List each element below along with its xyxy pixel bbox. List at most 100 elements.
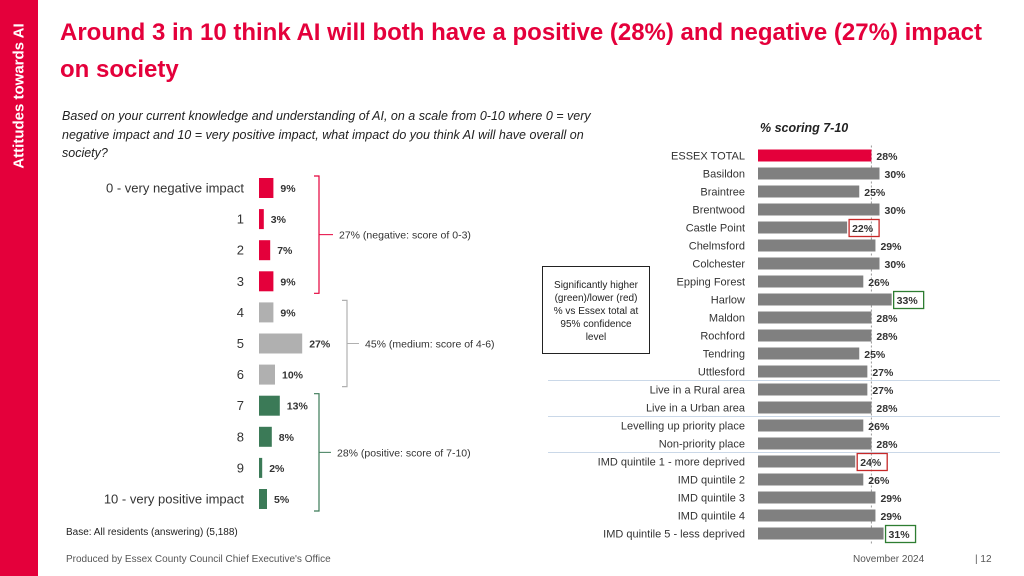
subgroup-bar	[758, 257, 880, 270]
footer-page-number: | 12	[975, 554, 992, 565]
subgroup-value-label: 29%	[880, 511, 902, 523]
score-value-label: 8%	[279, 432, 295, 444]
score-label: 9	[237, 460, 244, 475]
subgroup-label: Rochford	[700, 331, 745, 343]
score-bar	[259, 457, 263, 478]
score-value-label: 9%	[280, 307, 296, 319]
score-value-label: 13%	[287, 401, 309, 413]
score-bar	[259, 489, 267, 509]
subgroup-value-label: 27%	[872, 367, 894, 379]
subgroup-value-label: 30%	[885, 169, 907, 181]
group-label: 27% (negative: score of 0-3)	[339, 230, 471, 242]
subgroup-bar	[758, 401, 872, 414]
score-value-label: 2%	[269, 463, 285, 475]
group-label: 28% (positive: score of 7-10)	[337, 447, 471, 459]
subgroup-bar	[758, 437, 872, 450]
subgroup-bar	[758, 329, 872, 342]
subgroup-label: Brentwood	[692, 205, 745, 217]
subgroup-label: IMD quintile 4	[678, 511, 745, 523]
score-value-label: 10%	[282, 370, 304, 382]
score-label: 8	[237, 429, 244, 444]
score-label: 0 - very negative impact	[106, 181, 244, 196]
subgroup-value-label: 25%	[864, 187, 886, 199]
significance-box	[884, 524, 917, 544]
subgroup-bar	[758, 491, 876, 504]
score-bar	[259, 209, 264, 230]
score-value-label: 3%	[271, 214, 287, 226]
subgroup-label: Colchester	[692, 259, 745, 271]
subgroup-bar	[758, 383, 868, 396]
score-bar	[259, 302, 274, 323]
subgroup-label: Braintree	[700, 187, 745, 199]
footer-producer: Produced by Essex County Council Chief E…	[66, 554, 331, 565]
score-value-label: 9%	[280, 276, 296, 288]
subgroup-value-label: 31%	[889, 529, 911, 541]
score-label: 4	[237, 305, 244, 320]
base-note: Base: All residents (answering) (5,188)	[66, 527, 238, 538]
score-label: 6	[237, 367, 244, 382]
subgroup-value-label: 26%	[868, 277, 890, 289]
subgroup-bar	[758, 419, 864, 432]
score-bar	[259, 178, 274, 198]
subgroup-bar	[758, 365, 868, 378]
subgroup-label: IMD quintile 3	[678, 493, 745, 505]
subgroup-label: ESSEX TOTAL	[671, 151, 745, 163]
subgroup-label: IMD quintile 5 - less deprived	[603, 529, 745, 541]
score-bar	[259, 426, 272, 447]
subgroup-bar	[758, 455, 856, 468]
subgroup-bar	[758, 509, 876, 522]
score-label: 2	[237, 243, 244, 258]
footer-date: November 2024	[853, 554, 925, 565]
subgroup-label: Chelmsford	[689, 241, 745, 253]
subgroup-value-label: 26%	[868, 421, 890, 433]
subgroup-value-label: 30%	[885, 205, 907, 217]
right-chart-header: % scoring 7-10	[760, 121, 849, 135]
score-bar	[259, 333, 303, 354]
subgroup-bar	[758, 239, 876, 252]
score-value-label: 5%	[274, 494, 290, 506]
subgroup-bar	[758, 275, 864, 288]
score-value-label: 27%	[309, 339, 331, 351]
subgroup-bar	[758, 149, 872, 162]
subgroup-value-label: 24%	[860, 457, 882, 469]
subgroup-bar	[758, 527, 884, 540]
subgroup-value-label: 29%	[880, 241, 902, 253]
subgroup-value-label: 22%	[852, 223, 874, 235]
page-title: Around 3 in 10 think AI will both have a…	[60, 19, 982, 83]
subgroup-value-label: 30%	[885, 259, 907, 271]
score-bar	[259, 395, 280, 416]
subgroup-label: Live in a Rural area	[650, 385, 746, 397]
significance-box	[856, 452, 888, 472]
score-bar	[259, 364, 275, 385]
subgroup-bar	[758, 167, 880, 180]
score-value-label: 7%	[277, 245, 293, 257]
subgroup-value-label: 28%	[876, 403, 898, 415]
subgroup-label: Levelling up priority place	[621, 421, 745, 433]
subgroup-value-label: 27%	[872, 385, 894, 397]
score-value-label: 9%	[280, 183, 296, 195]
subgroup-label: Tendring	[703, 349, 745, 361]
subgroup-bar	[758, 311, 872, 324]
subgroup-bar	[758, 293, 892, 306]
subgroup-value-label: 33%	[897, 295, 919, 307]
subgroup-value-label: 26%	[868, 475, 890, 487]
subgroup-bar	[758, 203, 880, 216]
subgroup-bar	[758, 473, 864, 486]
sidebar-band: Attitudes towards AI	[0, 0, 38, 576]
subgroup-label: Epping Forest	[677, 277, 745, 289]
subgroup-label: Live in a Urban area	[646, 403, 746, 415]
subgroup-value-label: 25%	[864, 349, 886, 361]
subgroup-label: Non-priority place	[659, 439, 745, 451]
subgroup-value-label: 28%	[876, 313, 898, 325]
score-label: 1	[237, 212, 244, 227]
group-label: 45% (medium: score of 4-6)	[365, 339, 495, 351]
subgroup-label: Harlow	[711, 295, 745, 307]
score-label: 5	[237, 336, 244, 351]
score-bar	[259, 271, 274, 292]
score-bar	[259, 240, 271, 261]
subgroup-bar	[758, 347, 860, 360]
score-label: 7	[237, 398, 244, 413]
significance-note: Significantly higher (green)/lower (red)…	[542, 266, 650, 354]
